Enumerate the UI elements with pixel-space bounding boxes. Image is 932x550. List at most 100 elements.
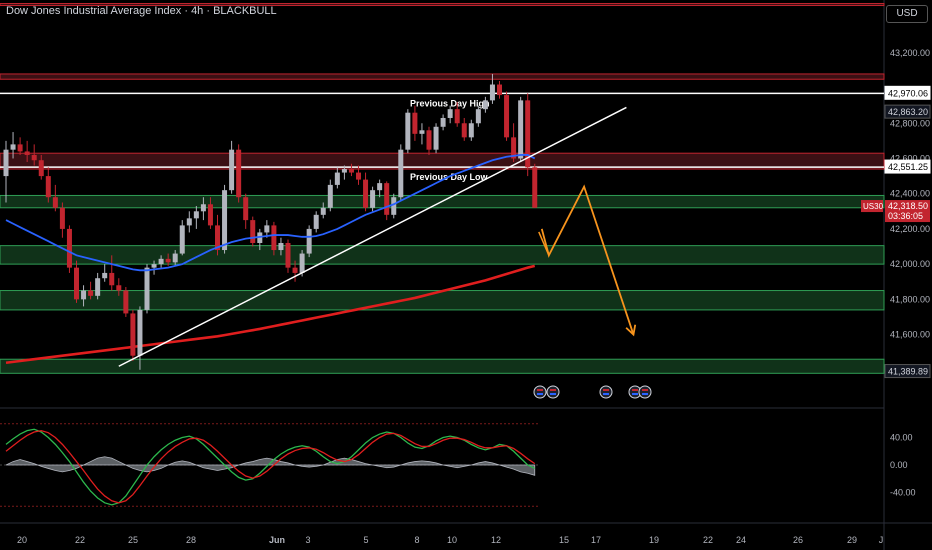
price-badge <box>884 159 931 174</box>
oscillator-fast-line <box>5 428 536 506</box>
candle <box>74 267 79 300</box>
time-tick-label: 29 <box>847 535 857 545</box>
candle <box>165 258 171 263</box>
time-tick-label: 15 <box>559 535 569 545</box>
current-price-badge <box>885 200 930 223</box>
candle <box>158 258 164 265</box>
candle <box>10 144 16 150</box>
oscillator-tick-label: 40.00 <box>890 433 913 443</box>
time-tick-label: Jun <box>269 535 285 545</box>
price-tick-label: 42,000.00 <box>890 259 930 269</box>
time-tick-label: 22 <box>703 535 713 545</box>
price-tick-label: 43,200.00 <box>890 48 930 58</box>
time-tick-label: 12 <box>491 535 501 545</box>
candle <box>250 220 256 243</box>
price-badge-label: 41,389.89 <box>888 367 928 377</box>
candle <box>356 172 361 180</box>
candle <box>299 253 305 273</box>
ascending-trendline[interactable] <box>118 106 627 367</box>
candle <box>31 154 37 161</box>
flag-event-icon[interactable] <box>638 385 652 399</box>
time-tick-label: J <box>879 535 884 545</box>
candle <box>88 290 94 296</box>
candle <box>482 100 488 110</box>
oscillator-histogram <box>5 456 536 476</box>
candle <box>236 149 242 198</box>
candle <box>215 225 220 251</box>
candle <box>532 167 538 208</box>
price-badge-label: 42,863.20 <box>888 107 928 117</box>
oscillator-slow-line <box>5 429 536 504</box>
time-tick-label: 3 <box>305 535 310 545</box>
projection-arrowhead <box>625 324 637 337</box>
candle <box>222 190 228 251</box>
time-tick-label: 24 <box>736 535 746 545</box>
time-tick-label: 25 <box>128 535 138 545</box>
bar-countdown-label: 03:36:05 <box>888 211 923 221</box>
candle <box>398 149 404 198</box>
candle <box>497 84 502 96</box>
lightning-event-icon[interactable] <box>533 385 547 399</box>
candle <box>243 197 249 221</box>
candle <box>109 272 115 286</box>
price-badge <box>884 364 931 379</box>
resistance-zone-2 <box>0 152 885 170</box>
candle <box>193 211 199 219</box>
fast-moving-average <box>5 154 536 272</box>
time-tick-label: 22 <box>75 535 85 545</box>
candle <box>468 123 474 138</box>
candle <box>151 264 157 268</box>
time-tick-label: 10 <box>447 535 457 545</box>
flag-event-icon[interactable] <box>599 385 613 399</box>
price-badge <box>884 104 931 119</box>
price-tick-label: 42,800.00 <box>890 118 930 128</box>
previous-day-high-label: Previous Day High <box>410 98 490 108</box>
chart-title: Dow Jones Industrial Average Index · 4h … <box>6 5 277 17</box>
candle <box>144 267 150 310</box>
currency-selector[interactable]: USD <box>886 5 928 23</box>
oscillator-tick-label: -40.00 <box>890 488 916 498</box>
candle <box>419 130 425 134</box>
price-tick-label: 41,600.00 <box>890 330 930 340</box>
candle <box>412 112 418 134</box>
candle <box>38 160 44 177</box>
candle <box>207 204 213 226</box>
candle <box>341 169 347 173</box>
candle <box>327 184 333 208</box>
price-tick-label: 42,600.00 <box>890 153 930 163</box>
candle <box>95 278 101 296</box>
candle <box>475 109 481 124</box>
resistance-zone-0 <box>0 3 885 7</box>
candle <box>440 117 446 127</box>
price-badge-label: 42,970.06 <box>888 88 928 98</box>
candle <box>525 100 531 168</box>
candle <box>461 123 467 138</box>
candle <box>511 137 517 159</box>
projection-path[interactable] <box>540 184 635 335</box>
candle <box>313 214 319 229</box>
flag-event-icon[interactable] <box>546 385 560 399</box>
candle <box>489 84 495 101</box>
slow-moving-average <box>5 264 536 365</box>
support-zone-6 <box>0 358 885 374</box>
candle <box>102 272 108 279</box>
candle <box>334 172 340 185</box>
time-tick-label: 28 <box>186 535 196 545</box>
candle <box>278 243 284 251</box>
candle <box>81 290 87 300</box>
candle <box>363 179 369 208</box>
candle <box>52 197 58 208</box>
candle <box>172 253 178 263</box>
candle <box>130 313 136 356</box>
candle <box>3 149 9 177</box>
candle <box>116 285 122 291</box>
support-zone-5 <box>0 290 885 311</box>
candle <box>45 176 51 198</box>
candle <box>17 144 23 152</box>
time-tick-label: 8 <box>414 535 419 545</box>
time-tick-label: 19 <box>649 535 659 545</box>
candle <box>447 109 453 118</box>
candle <box>186 218 192 226</box>
time-tick-label: 26 <box>793 535 803 545</box>
